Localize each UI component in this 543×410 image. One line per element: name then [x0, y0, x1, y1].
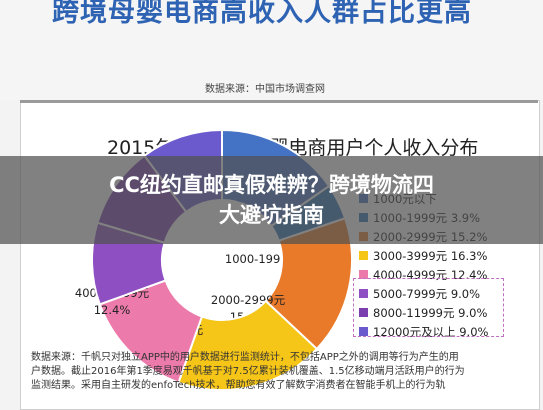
legend-swatch-4	[359, 251, 368, 260]
footer-line-1: 数据来源：千帆只对独立APP中的用户数据进行监测统计，不包括APP之外的调用等行…	[31, 352, 459, 363]
footer-line-2: 户数据。截止2016年第1季度易观千帆基于对7.5亿累计装机覆盖、1.5亿移动端…	[31, 366, 465, 377]
footer-note: 数据来源：千帆只对独立APP中的用户数据进行监测统计，不包括APP之外的调用等行…	[31, 351, 501, 393]
legend-swatch-8	[359, 327, 368, 336]
legend-swatch-7	[359, 308, 368, 317]
legend-label-4: 3000-3999元 16.3%	[373, 249, 488, 263]
divider	[20, 100, 538, 103]
legend-swatch-5	[359, 270, 368, 279]
legend-label-7: 8000-11999元 9.0%	[373, 306, 488, 320]
headline-line-1: CC纽约直邮真假难辨？跨境物流四	[109, 173, 434, 197]
header-source: 数据来源：中国市场调查网	[205, 84, 325, 95]
legend-swatch-6	[359, 289, 368, 298]
headline-banner	[0, 156, 543, 244]
pie-slice-4	[177, 299, 319, 391]
headline-line-2: 大避坑指南	[219, 203, 324, 227]
footer-line-3: 监测结果。采用自主研发的enfoTech技术，帮助您有效了解数字消费者在智能手机…	[31, 380, 446, 391]
legend-highlight-box	[353, 278, 504, 337]
legend-label-8: 12000元及以上 9.0%	[373, 325, 489, 339]
page-title: 跨境母婴电商高收入人群占比更高	[52, 0, 472, 28]
legend-label-6: 5000-7999元 9.0%	[373, 287, 481, 301]
headline-text[interactable]: CC纽约直邮真假难辨？跨境物流四 大避坑指南	[20, 170, 523, 230]
page-header: 跨境母婴电商高收入人群占比更高 数据来源：中国市场调查网	[0, 0, 543, 100]
